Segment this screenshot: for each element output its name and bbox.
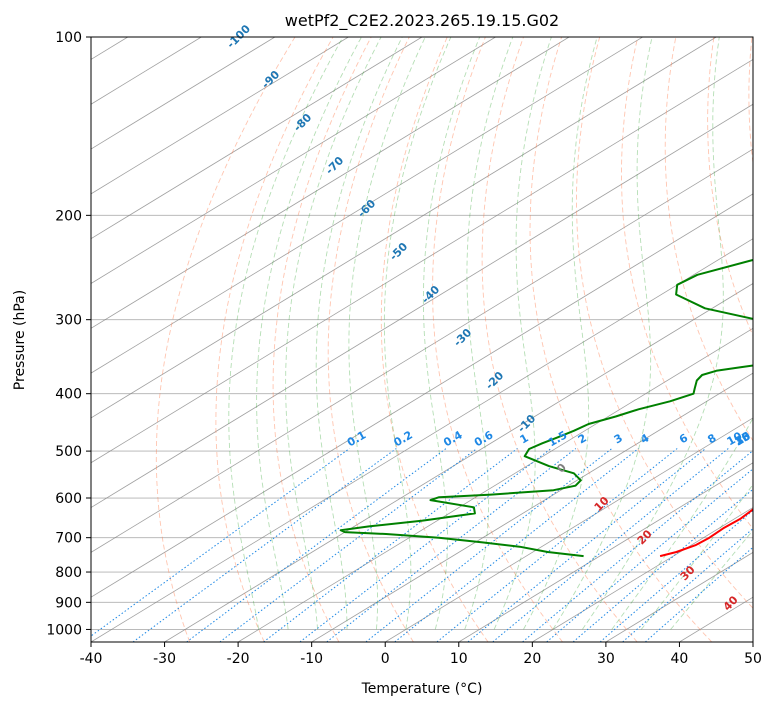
isotherm-line <box>91 58 753 464</box>
x-tick-label: 20 <box>523 651 541 667</box>
isotherm-line <box>458 462 753 642</box>
dry-adiabat-line <box>155 37 296 642</box>
dry-adiabat-line <box>327 37 414 642</box>
mixing-ratio-line <box>467 448 706 642</box>
dry-adiabat-line <box>529 37 713 642</box>
chart-title: wetPf2_C2E2.2023.265.19.15.G02 <box>285 11 559 31</box>
isotherm-line <box>91 37 349 195</box>
isotherm-line <box>91 37 423 240</box>
isotherm-line <box>237 327 753 642</box>
x-tick-label: -20 <box>227 651 250 667</box>
y-tick-label: 900 <box>55 595 82 611</box>
y-axis: 100 200 300 400 500 600 700 800 900 1000 <box>46 30 91 638</box>
mixing-ratio-line <box>436 448 678 642</box>
isotherm-line <box>91 193 753 598</box>
y-tick-label: 500 <box>55 444 82 460</box>
moist-adiabat-line <box>582 37 724 630</box>
mixing-ratio-line <box>644 546 753 642</box>
moist-adiabat-line <box>348 37 426 630</box>
isotherm-line <box>91 37 717 419</box>
isotherm-line <box>91 37 570 329</box>
dry-adiabat-line <box>621 37 753 530</box>
moist-adiabat-line <box>464 37 514 630</box>
x-axis-label: Temperature (°C) <box>361 681 483 697</box>
mixing-ratio-line <box>622 527 753 642</box>
x-tick-label: -40 <box>80 651 103 667</box>
isotherm-line <box>164 283 753 642</box>
y-tick-label: 700 <box>55 531 82 547</box>
mixing-ratio-line <box>91 448 350 637</box>
isotherm-line <box>91 148 753 553</box>
mixing-ratio-line <box>492 448 729 642</box>
x-tick-label: 30 <box>597 651 615 667</box>
grid-layer <box>91 37 753 642</box>
isotherm-line <box>91 37 643 374</box>
plot-frame <box>90 36 754 643</box>
mixing-ratio-line <box>572 488 753 642</box>
y-tick-label: 300 <box>55 313 82 329</box>
x-tick-label: 0 <box>381 651 390 667</box>
mixing-ratio-line <box>365 448 613 642</box>
dry-adiabat-line <box>707 37 753 337</box>
dry-adiabat-line <box>380 37 489 642</box>
moist-adiabat-line <box>523 37 598 630</box>
mixing-ratio-line <box>263 448 518 642</box>
y-tick-label: 1000 <box>46 622 82 638</box>
x-tick-label: -10 <box>300 651 323 667</box>
mixing-ratio-line <box>394 448 639 642</box>
x-tick-label: 10 <box>450 651 468 667</box>
y-tick-label: 800 <box>55 565 82 581</box>
x-tick-label: -30 <box>153 651 176 667</box>
mixing-ratio-line <box>326 448 577 642</box>
dry-adiabat-line <box>432 37 563 642</box>
dry-adiabat-line <box>748 37 753 167</box>
isotherm-line <box>91 37 276 150</box>
moist-adiabat-line <box>383 37 452 630</box>
profile-layer <box>339 258 753 558</box>
isotherm-line <box>91 238 753 642</box>
moist-adiabat-line <box>552 37 653 630</box>
mixing-ratio-line <box>219 448 478 642</box>
x-tick-label: 40 <box>671 651 689 667</box>
y-tick-label: 600 <box>55 491 82 507</box>
mixing-ratio-line <box>299 448 552 642</box>
mixing-ratio-line <box>522 449 753 642</box>
mixing-ratio-line <box>599 509 753 642</box>
isotherm-line <box>91 103 753 509</box>
dry-adiabat-line <box>272 37 372 642</box>
moist-adiabat-line <box>611 417 753 630</box>
x-tick-label: 50 <box>744 651 762 667</box>
y-axis-label: Pressure (hPa) <box>12 290 28 390</box>
dewpoint-profile-line <box>339 258 753 558</box>
isotherm-line <box>385 417 753 642</box>
plot-area <box>91 37 753 642</box>
y-tick-label: 400 <box>55 387 82 403</box>
isotherm-line <box>532 507 753 642</box>
dry-adiabat-line <box>664 37 753 442</box>
mixing-ratio-line <box>132 448 397 642</box>
moist-adiabat-line <box>285 37 382 630</box>
x-axis: -40 -30 -20 -10 0 10 20 30 40 50 <box>80 642 762 667</box>
y-tick-label: 100 <box>55 30 82 46</box>
moist-adiabat-line <box>422 37 481 630</box>
dry-adiabat-line <box>215 37 334 642</box>
moist-adiabat-line <box>493 37 552 630</box>
isotherm-line <box>91 37 496 284</box>
moist-adiabat-line <box>228 37 344 630</box>
dry-adiabat-line <box>576 37 753 609</box>
dry-adiabat-line <box>481 37 638 642</box>
y-tick-label: 200 <box>55 208 82 224</box>
adiabat-layer <box>91 37 753 642</box>
moist-adiabat-line <box>256 37 362 630</box>
